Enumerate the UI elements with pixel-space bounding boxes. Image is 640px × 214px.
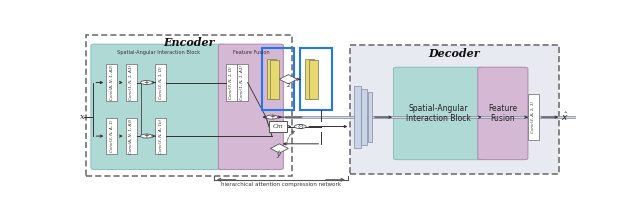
Bar (226, 64, 237, 101)
Text: Feature Fusion: Feature Fusion (232, 50, 269, 55)
Text: Spatial-Angular Interaction Block: Spatial-Angular Interaction Block (116, 50, 200, 55)
Text: x: x (79, 113, 84, 121)
Bar (125, 64, 136, 101)
Polygon shape (280, 75, 297, 84)
Text: +: + (269, 114, 275, 120)
Text: $\hat{x}$: $\hat{x}$ (561, 111, 568, 123)
FancyArrowPatch shape (287, 131, 294, 145)
Bar (300, 48, 332, 110)
Circle shape (141, 80, 152, 85)
FancyBboxPatch shape (478, 67, 528, 160)
Text: hierarchical attention compression network: hierarchical attention compression netwo… (221, 182, 341, 187)
Text: Encoder: Encoder (163, 37, 214, 48)
Bar (262, 48, 294, 110)
Text: Conv(3, N, 1, D): Conv(3, N, 1, D) (159, 66, 163, 99)
Bar (269, 121, 287, 132)
Bar (355, 86, 361, 149)
Text: Conv(3, N, A, 1): Conv(3, N, A, 1) (109, 120, 114, 152)
Circle shape (141, 134, 152, 138)
Circle shape (294, 125, 306, 128)
Text: +: + (143, 133, 149, 139)
Bar (367, 92, 372, 142)
Text: Decoder: Decoder (429, 48, 480, 59)
Text: Conv(A, N, 1, A3): Conv(A, N, 1, A3) (129, 118, 133, 154)
Bar (106, 64, 117, 101)
Bar (271, 60, 280, 99)
Bar (285, 116, 496, 118)
Text: 2: 2 (287, 83, 290, 88)
Bar (125, 118, 136, 154)
Bar (106, 118, 117, 154)
Bar (528, 94, 539, 140)
Text: Conv(A, N, 1, A2): Conv(A, N, 1, A2) (109, 65, 114, 100)
Text: +: + (143, 80, 149, 86)
Text: Conv(1, N, 1, A1): Conv(1, N, 1, A1) (240, 65, 244, 100)
Text: Conv(3, N, A, 1b): Conv(3, N, A, 1b) (159, 119, 163, 154)
Text: Conv(1, N, 1, A1): Conv(1, N, 1, A1) (129, 65, 133, 100)
Bar (156, 64, 166, 101)
FancyBboxPatch shape (350, 45, 559, 174)
Text: $\hat{y}$: $\hat{y}$ (276, 150, 283, 161)
Circle shape (266, 115, 278, 119)
Text: Cm: Cm (273, 124, 284, 129)
Bar (308, 60, 317, 99)
Text: Conv(3, A, 1, 1): Conv(3, A, 1, 1) (531, 101, 535, 133)
FancyBboxPatch shape (218, 44, 284, 169)
Bar (237, 64, 248, 101)
Bar (267, 59, 276, 99)
Bar (305, 59, 314, 99)
Text: Conv(3, N, 1, D): Conv(3, N, 1, D) (229, 66, 234, 99)
Bar (361, 89, 367, 145)
FancyBboxPatch shape (86, 35, 292, 176)
Text: ⊙: ⊙ (298, 123, 303, 129)
FancyBboxPatch shape (394, 67, 483, 160)
Polygon shape (271, 144, 289, 153)
Text: Feature
Fusion: Feature Fusion (488, 104, 517, 123)
Bar (504, 116, 640, 118)
Bar (156, 118, 166, 154)
FancyBboxPatch shape (91, 44, 225, 169)
Text: Spatial-Angular
Interaction Block: Spatial-Angular Interaction Block (406, 104, 471, 123)
